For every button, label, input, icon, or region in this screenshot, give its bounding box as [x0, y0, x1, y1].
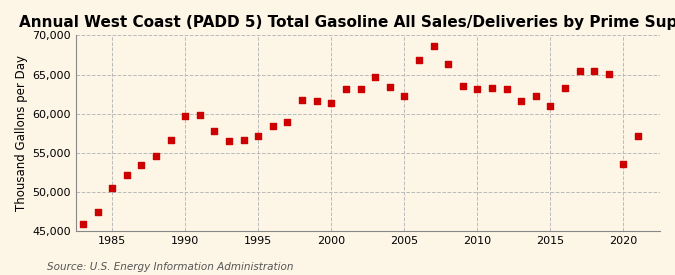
- Point: [603, 72, 614, 76]
- Point: [618, 162, 629, 166]
- Point: [297, 98, 308, 103]
- Point: [574, 69, 585, 74]
- Point: [545, 104, 556, 108]
- Point: [282, 120, 293, 125]
- Point: [136, 163, 146, 167]
- Point: [487, 86, 497, 90]
- Point: [107, 186, 117, 191]
- Text: Source: U.S. Energy Information Administration: Source: U.S. Energy Information Administ…: [47, 262, 294, 272]
- Point: [238, 138, 249, 142]
- Point: [78, 221, 88, 226]
- Point: [502, 86, 512, 91]
- Point: [194, 113, 205, 117]
- Point: [180, 114, 190, 118]
- Y-axis label: Thousand Gallons per Day: Thousand Gallons per Day: [15, 55, 28, 211]
- Point: [223, 139, 234, 143]
- Point: [209, 129, 220, 133]
- Point: [472, 86, 483, 91]
- Point: [458, 84, 468, 89]
- Point: [340, 86, 351, 91]
- Point: [516, 99, 526, 103]
- Point: [428, 43, 439, 48]
- Point: [384, 85, 395, 89]
- Point: [267, 123, 278, 128]
- Point: [560, 86, 570, 90]
- Point: [589, 68, 599, 73]
- Point: [122, 173, 132, 177]
- Point: [370, 75, 381, 79]
- Point: [326, 101, 337, 105]
- Point: [253, 134, 264, 138]
- Point: [399, 94, 410, 98]
- Point: [443, 62, 454, 67]
- Point: [165, 138, 176, 142]
- Point: [355, 87, 366, 92]
- Point: [311, 99, 322, 103]
- Point: [632, 134, 643, 138]
- Point: [531, 94, 541, 98]
- Title: Annual West Coast (PADD 5) Total Gasoline All Sales/Deliveries by Prime Supplier: Annual West Coast (PADD 5) Total Gasolin…: [19, 15, 675, 30]
- Point: [414, 57, 425, 62]
- Point: [92, 210, 103, 214]
- Point: [151, 154, 161, 158]
